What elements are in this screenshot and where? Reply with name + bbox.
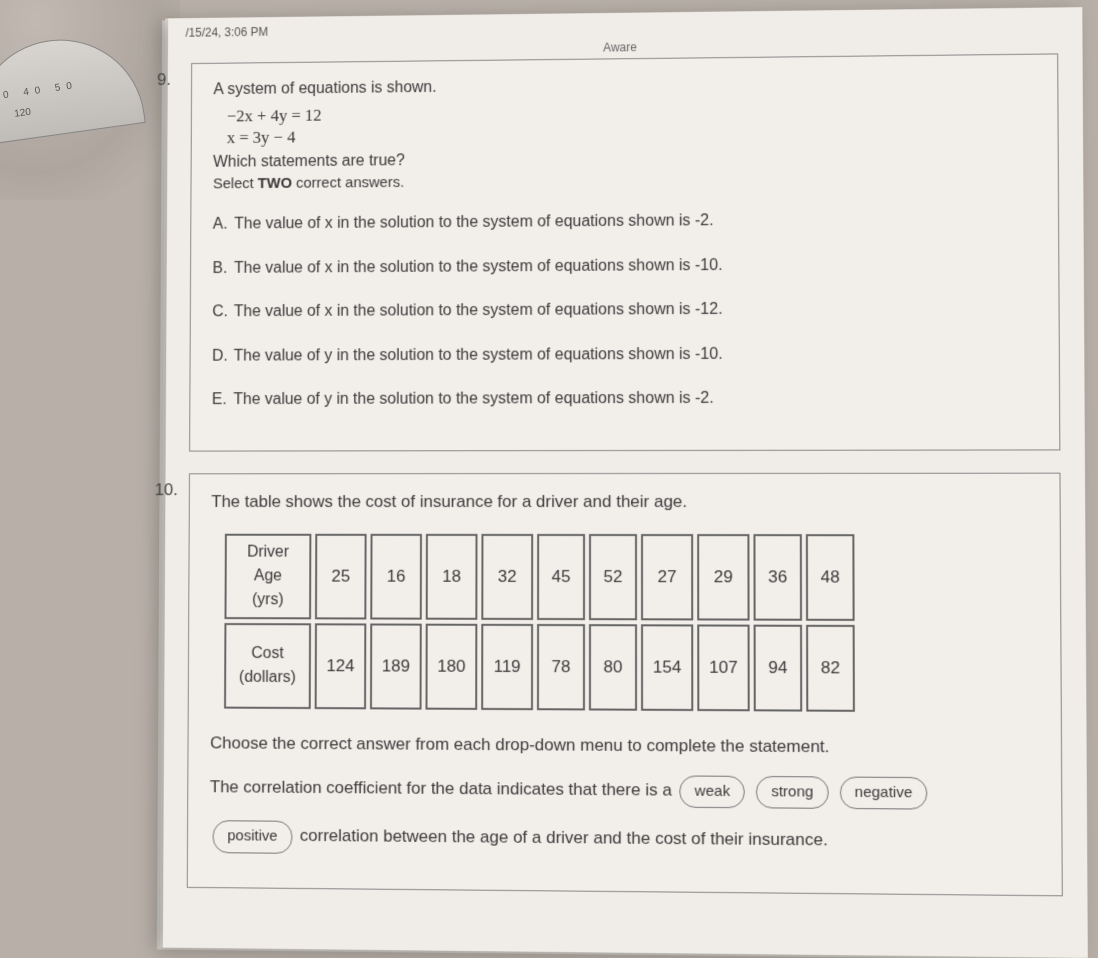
- dropdown-option-positive[interactable]: positive: [213, 821, 293, 854]
- question-9-number: 9.: [157, 70, 171, 90]
- q10-intro: The table shows the cost of insurance fo…: [211, 492, 1037, 512]
- table-row: Cost(dollars) 124 189 180 119 78 80 154 …: [224, 623, 855, 712]
- age-cell: 18: [426, 534, 478, 620]
- q9-choice-e[interactable]: E.The value of y in the solution to the …: [212, 387, 1037, 412]
- q9-choice-e-label: E.: [212, 389, 234, 411]
- age-cell: 29: [697, 534, 749, 621]
- cost-cell: 94: [754, 625, 803, 712]
- q10-instruction: Choose the correct answer from each drop…: [210, 731, 1038, 762]
- dropdown-option-strong[interactable]: strong: [756, 776, 829, 809]
- q9-sel-bold: TWO: [258, 175, 292, 192]
- worksheet-paper: /15/24, 3:06 PM Aware 9. A system of equ…: [163, 7, 1088, 958]
- age-cell: 48: [806, 535, 855, 622]
- cost-cell: 124: [315, 624, 367, 710]
- q9-intro: A system of equations is shown.: [213, 71, 1035, 102]
- cost-cell: 119: [481, 624, 533, 710]
- q10-sentence-line2: positive correlation between the age of …: [210, 820, 1039, 860]
- q9-choice-b-text: The value of x in the solution to the sy…: [234, 257, 723, 277]
- q9-choice-b[interactable]: B.The value of x in the solution to the …: [212, 253, 1036, 280]
- q9-choice-a-text: The value of x in the solution to the sy…: [234, 213, 713, 233]
- q9-prompt: Which statements are true?: [213, 147, 1035, 172]
- question-10-number: 10.: [155, 481, 178, 501]
- q9-choice-a-label: A.: [213, 214, 235, 236]
- dropdown-option-weak[interactable]: weak: [680, 775, 746, 808]
- age-cell: 25: [315, 534, 367, 620]
- cost-cell: 189: [370, 624, 422, 710]
- q9-choice-c-label: C.: [212, 302, 234, 324]
- age-cell: 16: [370, 534, 422, 620]
- q10-sentence-line1: The correlation coefficient for the data…: [210, 772, 1039, 811]
- q9-choice-d[interactable]: D.The value of y in the solution to the …: [212, 342, 1036, 367]
- question-9: 9. A system of equations is shown. −2x +…: [189, 53, 1060, 452]
- age-cell: 52: [589, 534, 637, 620]
- cost-cell: 78: [537, 624, 585, 710]
- dropdown-option-negative[interactable]: negative: [839, 776, 927, 810]
- cost-cell: 107: [697, 625, 749, 712]
- q10-data-table: DriverAge(yrs) 25 16 18 32 45 52 27 29 3…: [220, 530, 859, 716]
- age-cell: 45: [537, 534, 585, 620]
- q9-choice-d-label: D.: [212, 345, 234, 367]
- q9-sel-post: correct answers.: [292, 174, 404, 192]
- q9-choice-e-text: The value of y in the solution to the sy…: [233, 390, 713, 408]
- q10-sentence-post: correlation between the age of a driver …: [300, 826, 828, 850]
- cost-cell: 82: [806, 625, 855, 712]
- q9-choice-c[interactable]: C.The value of x in the solution to the …: [212, 297, 1036, 323]
- q9-choice-a[interactable]: A.The value of x in the solution to the …: [213, 208, 1036, 236]
- q10-sentence-pre: The correlation coefficient for the data…: [210, 777, 672, 799]
- q9-choice-b-label: B.: [212, 258, 234, 280]
- q9-choice-c-text: The value of x in the solution to the sy…: [234, 301, 723, 320]
- q9-select-instruction: Select TWO correct answers.: [213, 169, 1036, 193]
- question-10: 10. The table shows the cost of insuranc…: [187, 473, 1063, 896]
- cost-cell: 154: [641, 625, 693, 712]
- age-cell: 36: [753, 534, 802, 621]
- q9-sel-pre: Select: [213, 176, 258, 193]
- age-cell: 27: [641, 534, 693, 620]
- age-cell: 32: [481, 534, 533, 620]
- cost-header: Cost(dollars): [224, 623, 311, 709]
- cost-cell: 80: [589, 624, 637, 711]
- table-row: DriverAge(yrs) 25 16 18 32 45 52 27 29 3…: [224, 534, 854, 621]
- age-header: DriverAge(yrs): [224, 534, 311, 620]
- cost-cell: 180: [426, 624, 478, 710]
- q9-choice-d-text: The value of y in the solution to the sy…: [234, 345, 723, 364]
